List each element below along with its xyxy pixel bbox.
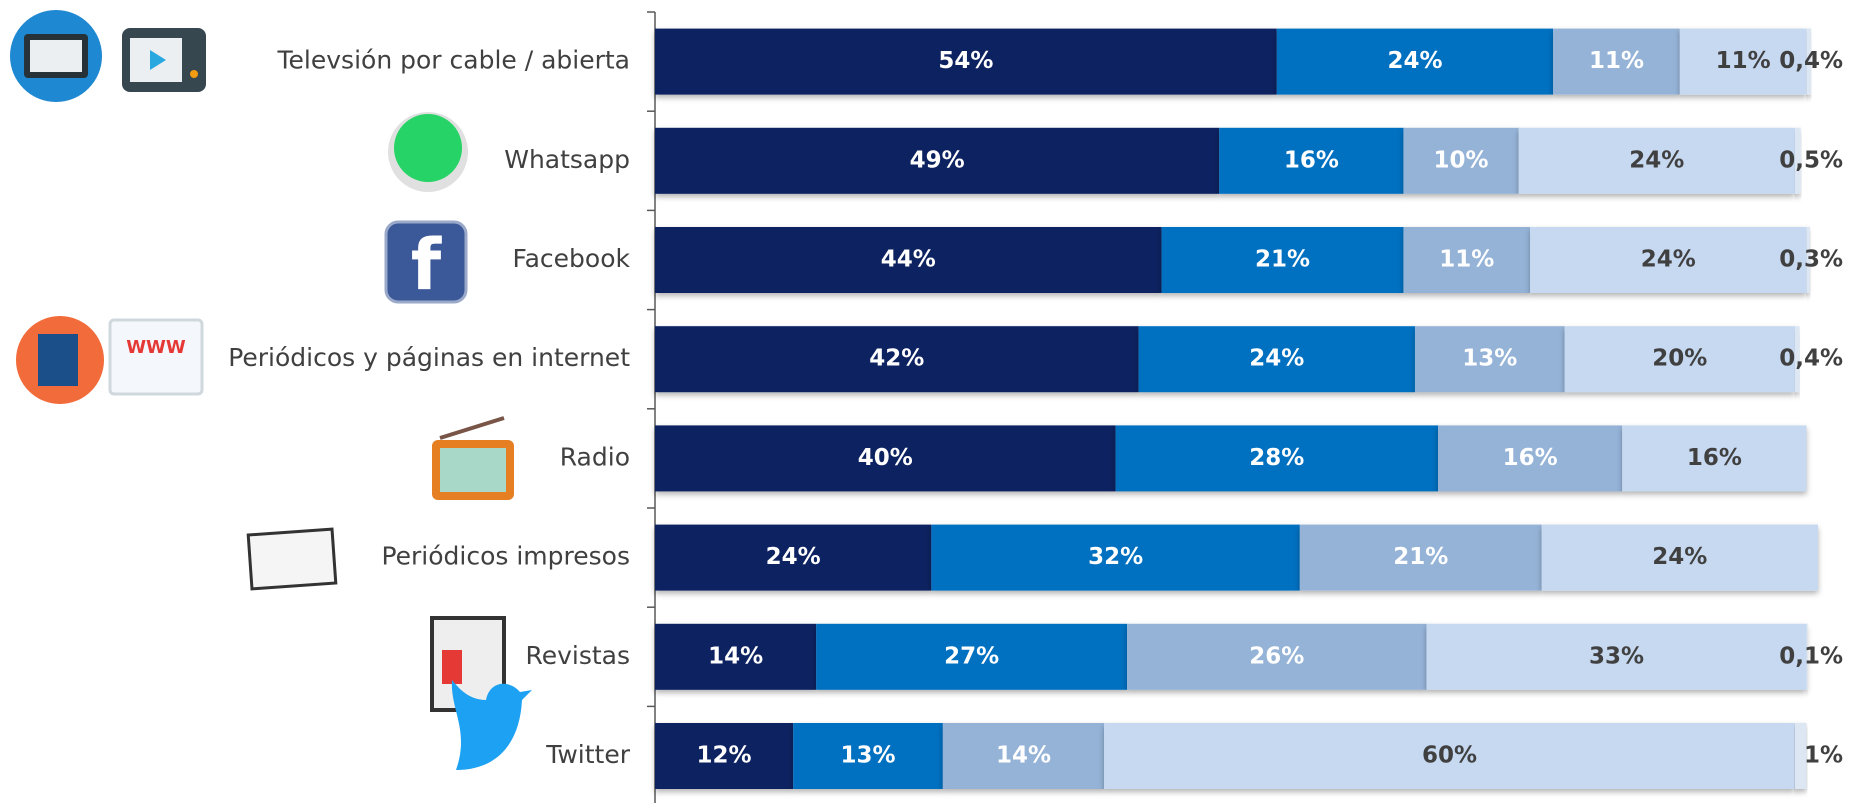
value-label: 32% — [1088, 544, 1143, 570]
value-label: 21% — [1255, 247, 1310, 273]
bar-segment — [1219, 127, 1404, 194]
category-label: Twitter — [545, 740, 631, 769]
value-label: 26% — [1249, 643, 1304, 669]
value-label: 40% — [858, 445, 913, 471]
bar-segment — [1794, 127, 1801, 194]
value-label: 27% — [944, 643, 999, 669]
value-label: 44% — [881, 247, 936, 273]
value-label: 24% — [1641, 247, 1696, 273]
bar-segment — [1530, 227, 1807, 293]
bar-segment — [816, 623, 1128, 690]
category-label: Radio — [560, 442, 630, 471]
value-label: 49% — [910, 147, 965, 173]
value-label: 0,3% — [1779, 247, 1843, 273]
bar-segment — [1104, 723, 1795, 789]
bar-segment — [1622, 425, 1807, 492]
bar-segment — [655, 326, 1139, 393]
bar-segment — [1403, 127, 1519, 194]
bar-segment — [655, 127, 1220, 194]
value-label: 14% — [996, 743, 1051, 769]
value-label: 12% — [697, 743, 752, 769]
bar-segment — [1414, 326, 1565, 393]
value-label: 20% — [1652, 346, 1707, 372]
category-label: Facebook — [513, 244, 631, 273]
bar-segment — [1276, 28, 1554, 95]
value-label: 42% — [869, 346, 924, 372]
svg-text:WWW: WWW — [126, 337, 186, 358]
category-label: Televsión por cable / abierta — [277, 46, 630, 75]
value-label: 33% — [1589, 643, 1644, 669]
value-label: 0,4% — [1779, 48, 1843, 74]
bar-segment — [1806, 623, 1808, 690]
bar-segment — [1426, 623, 1807, 690]
value-label: 60% — [1422, 743, 1477, 769]
bar-segment — [655, 623, 817, 690]
bar-segment — [1806, 28, 1812, 95]
bar-segment — [1138, 326, 1415, 393]
value-label: 16% — [1687, 445, 1742, 471]
bar-segment — [655, 524, 932, 591]
bar-segment — [1403, 227, 1531, 293]
bar-segment — [1161, 227, 1404, 293]
category-label: Revistas — [525, 641, 630, 670]
bar-segment — [1553, 28, 1680, 95]
bar-segment — [1115, 425, 1439, 492]
bar-segment — [942, 723, 1105, 789]
icons: f WWW — [10, 10, 532, 770]
bar-segment — [793, 723, 943, 789]
value-label: 1% — [1804, 743, 1843, 769]
value-label: 24% — [766, 544, 821, 570]
bar-segment — [655, 28, 1277, 95]
value-label: 0,1% — [1779, 643, 1843, 669]
bar-segment — [1794, 326, 1800, 393]
value-label: 24% — [1249, 346, 1304, 372]
bar-segment — [1806, 227, 1810, 293]
value-label: 11% — [1716, 48, 1771, 74]
bar-segment — [931, 524, 1300, 591]
svg-text:f: f — [411, 224, 443, 306]
value-label: 21% — [1393, 544, 1448, 570]
value-label: 13% — [840, 743, 895, 769]
bar-segment — [1127, 623, 1427, 690]
bar-segment — [1541, 524, 1818, 591]
bar-segment — [1518, 127, 1795, 194]
value-label: 24% — [1629, 147, 1684, 173]
category-label: Whatsapp — [504, 145, 630, 174]
value-label: 24% — [1652, 544, 1707, 570]
value-label: 0,5% — [1779, 147, 1843, 173]
value-label: 16% — [1503, 445, 1558, 471]
value-label: 13% — [1462, 346, 1517, 372]
value-label: 16% — [1284, 147, 1339, 173]
bar-segment — [1679, 28, 1807, 95]
value-label: 11% — [1589, 48, 1644, 74]
value-label: 28% — [1249, 445, 1304, 471]
value-label: 24% — [1387, 48, 1442, 74]
value-label: 11% — [1439, 247, 1494, 273]
bar-segment — [655, 723, 794, 789]
bar-segment — [1438, 425, 1623, 492]
value-label: 54% — [938, 48, 993, 74]
category-label: Periódicos y páginas en internet — [228, 343, 630, 372]
bar-segment — [655, 425, 1116, 492]
value-label: 14% — [708, 643, 763, 669]
bar-segment — [1794, 723, 1807, 789]
category-label: Periódicos impresos — [381, 542, 630, 571]
value-label: 10% — [1434, 147, 1489, 173]
bar-segment — [1564, 326, 1795, 393]
plot: Televsión por cable / abierta 54% 24% 11% 11… — [228, 11, 1843, 789]
bar-segment — [655, 227, 1162, 293]
value-label: 0,4% — [1779, 346, 1843, 372]
bar-segment — [1299, 524, 1542, 591]
